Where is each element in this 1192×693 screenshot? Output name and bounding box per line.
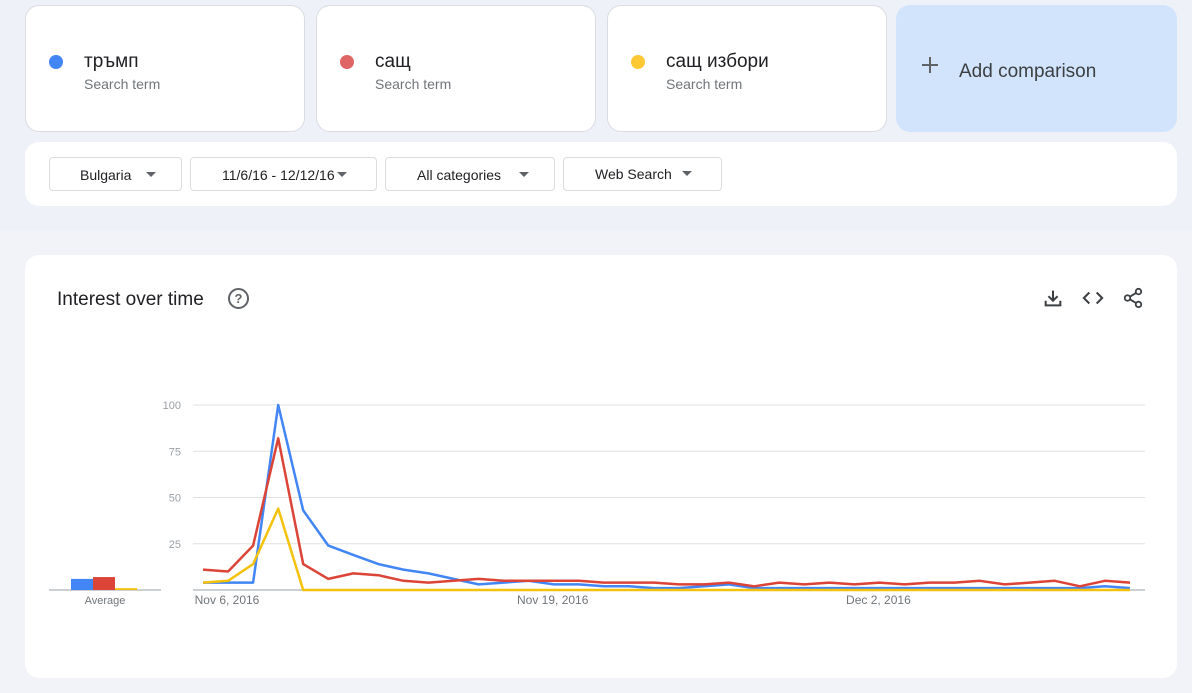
average-bar-3 <box>115 588 137 590</box>
x-tick-label: Dec 2, 2016 <box>846 593 911 607</box>
region-label: Bulgaria <box>80 167 132 183</box>
download-icon[interactable] <box>1042 287 1064 309</box>
region-select[interactable]: Bulgaria <box>49 157 182 191</box>
x-tick-label: Nov 6, 2016 <box>195 593 260 607</box>
y-tick-label: 75 <box>169 446 181 458</box>
time-range-select[interactable]: 11/6/16 - 12/12/16 <box>190 157 377 191</box>
series-line-2 <box>202 437 1131 588</box>
series-line-1 <box>203 403 1131 590</box>
series-line-3 <box>202 507 1130 592</box>
average-bar-2 <box>93 577 115 590</box>
add-comparison-label: Add comparison <box>959 61 1097 82</box>
average-bar-1 <box>71 578 93 590</box>
time-range-label: 11/6/16 - 12/12/16 <box>222 167 335 183</box>
dropdown-arrow-icon <box>682 171 692 176</box>
embed-code-icon[interactable] <box>1082 287 1104 309</box>
term-color-dot <box>340 55 354 69</box>
x-tick-label: Nov 19, 2016 <box>517 593 589 607</box>
category-label: All categories <box>417 167 502 183</box>
y-tick-label: 50 <box>169 493 181 505</box>
interest-chart: 25 50 75 100 Nov 6, 2016 Nov 19, 2016 Dec 2, 2… <box>49 400 1145 607</box>
term-subtitle: Search term <box>84 76 161 92</box>
interest-over-time-card: Interest over time ? 25 50 75 100 Nov 6, 201… <box>25 255 1177 678</box>
plus-icon <box>922 57 938 73</box>
term-card-3[interactable]: сащ избори Search term <box>607 5 887 132</box>
term-color-dot <box>49 55 63 69</box>
y-tick-label: 100 <box>163 400 181 412</box>
add-comparison-button[interactable]: Add comparison <box>896 5 1177 132</box>
help-circle-icon[interactable]: ? <box>228 288 249 309</box>
search-type-label: Web Search <box>595 166 672 182</box>
term-name[interactable]: сащ <box>375 51 411 72</box>
term-card-2[interactable]: сащ Search term <box>316 5 596 132</box>
average-label: Average <box>85 595 126 607</box>
term-subtitle: Search term <box>375 76 452 92</box>
dropdown-arrow-icon <box>519 172 529 177</box>
term-name[interactable]: тръмп <box>84 51 139 72</box>
y-tick-label: 25 <box>169 539 181 551</box>
chart-title: Interest over time <box>57 289 204 310</box>
filter-bar: Bulgaria 11/6/16 - 12/12/16 All categori… <box>25 142 1177 206</box>
term-name[interactable]: сащ избори <box>666 51 769 72</box>
term-subtitle: Search term <box>666 76 743 92</box>
category-select[interactable]: All categories <box>385 157 555 191</box>
term-color-dot <box>631 55 645 69</box>
share-icon[interactable] <box>1122 287 1144 309</box>
search-type-select[interactable]: Web Search <box>563 157 722 191</box>
dropdown-arrow-icon <box>337 172 347 177</box>
term-card-1[interactable]: тръмп Search term <box>25 5 305 132</box>
dropdown-arrow-icon <box>146 172 156 177</box>
